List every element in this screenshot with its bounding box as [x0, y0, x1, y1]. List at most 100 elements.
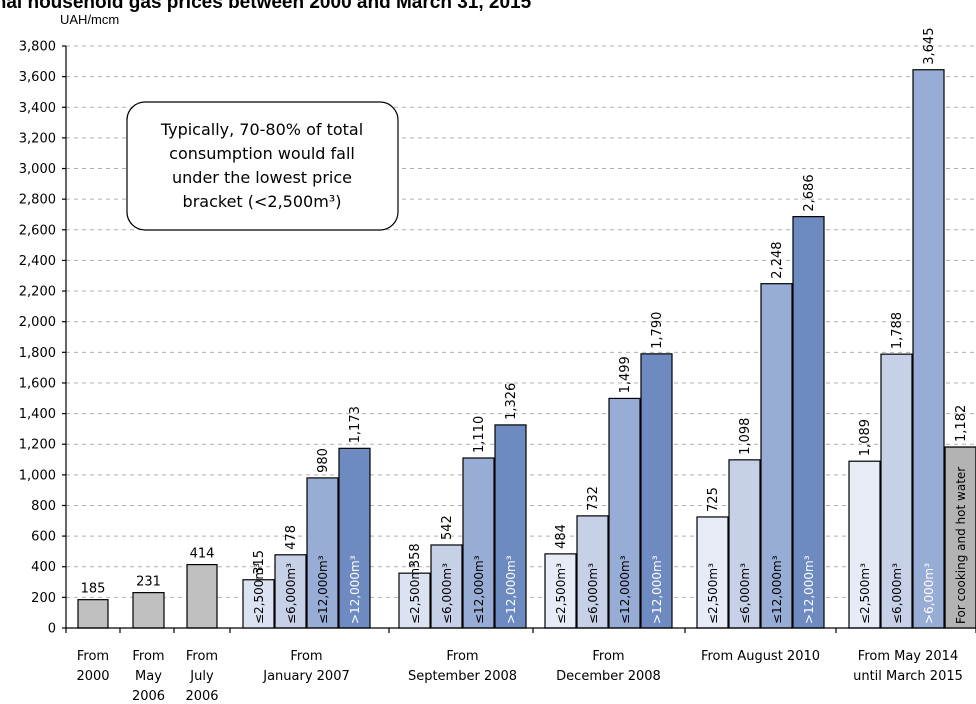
x-category-label: From August 2010: [701, 649, 820, 664]
inner-label-highlight: [244, 580, 273, 628]
bar-inner-label: For cooking and hot water: [954, 467, 968, 624]
bar: [848, 460, 881, 629]
bar: [494, 424, 527, 629]
bar-inner-label: ≤2,500m³: [554, 563, 568, 624]
bar: [306, 477, 339, 629]
inner-label-highlight: [946, 448, 975, 628]
bar-value-label: 2,686: [802, 174, 817, 211]
bar-inner-label: ≤6,000m³: [586, 563, 600, 624]
x-category-label: From: [592, 649, 624, 664]
bar-value-label: 1,182: [954, 405, 969, 442]
bar: [912, 69, 945, 629]
x-category-label: 2006: [185, 689, 218, 704]
y-tick-label: 0: [48, 622, 56, 637]
bar-value-label: 1,089: [858, 419, 873, 456]
x-category-label: From: [186, 649, 218, 664]
y-tick-label: 400: [31, 560, 56, 575]
bar-inner-label: >6,000m³: [922, 563, 936, 624]
bar-value-label: 1,110: [472, 416, 487, 453]
bar-value-label: 732: [586, 486, 601, 511]
y-tick-label: 1,800: [19, 346, 56, 361]
bar-value-label: 1,788: [890, 312, 905, 349]
x-category-label: January 2007: [262, 669, 350, 684]
bar: [274, 554, 307, 629]
annotation-box: Typically, 70-80% of total consumption w…: [126, 101, 399, 231]
bar-inner-label: ≤2,500m³: [706, 563, 720, 624]
y-axis-ticks: 0 200 400 600 800 1,000 1,200 1,400 1,600 1,800 2,…: [19, 40, 66, 637]
bar-inner-label: ≤6,000m³: [738, 563, 752, 624]
x-category-label: July: [189, 669, 214, 684]
bar-value-label: 231: [136, 575, 161, 590]
bar-value-label: 358: [408, 543, 423, 568]
annotation-line-2: consumption would fall: [169, 144, 355, 163]
bar-value-label: 3,645: [922, 28, 937, 65]
y-tick-label: 2,800: [19, 193, 56, 208]
bar-value-label: 478: [284, 525, 299, 550]
y-tick-label: 3,000: [19, 162, 56, 177]
bar: [576, 515, 609, 629]
bar-inner-label: >12,000m³: [802, 555, 816, 624]
bar: [544, 553, 577, 629]
x-category-label: From: [446, 649, 478, 664]
bar-inner-label: ≤12,000m³: [472, 555, 486, 624]
bar: [608, 397, 641, 629]
bar-inner-label: ≤2,500m³: [408, 563, 422, 624]
bar-inner-label: ≤6,000m³: [284, 563, 298, 624]
y-tick-label: 1,400: [19, 407, 56, 422]
bar-inner-label: ≤6,000m³: [440, 563, 454, 624]
y-tick-label: 1,200: [19, 438, 56, 453]
bar-value-label: 725: [706, 487, 721, 512]
x-axis-labels: From 2000 From May 2006 From July 2006 From Janua…: [65, 628, 976, 704]
inner-label-highlight: [400, 574, 429, 628]
x-category-label: From May 2014: [858, 649, 958, 664]
bar-inner-label: ≤12,000m³: [618, 555, 632, 624]
bar-inner-label: ≤2,500m³: [858, 563, 872, 624]
bar: [338, 447, 371, 629]
bar: [462, 457, 495, 629]
y-tick-label: 800: [31, 499, 56, 514]
x-category-label: September 2008: [408, 669, 517, 684]
annotation-frame: [126, 101, 399, 231]
x-category-label: From: [77, 649, 109, 664]
x-category-label: May: [135, 669, 162, 684]
bar-inner-label: ≤6,000m³: [890, 563, 904, 624]
bar-value-label: 315: [252, 550, 267, 575]
bar: [430, 544, 463, 629]
y-tick-label: 600: [31, 530, 56, 545]
y-tick-label: 3,400: [19, 101, 56, 116]
y-tick-label: 3,800: [19, 40, 56, 55]
bar: [640, 353, 673, 629]
bar-value-label: 185: [81, 582, 106, 597]
bar-inner-label: >12,000m³: [650, 555, 664, 624]
y-tick-label: 1,600: [19, 376, 56, 391]
chart-title: 4 Final household gas prices between 200…: [0, 0, 532, 13]
bar-value-label: 1,499: [618, 356, 633, 393]
bar-inner-label: >12,000m³: [504, 555, 518, 624]
bar-inner-label: >12,000m³: [348, 555, 362, 624]
x-category-label: From: [290, 649, 322, 664]
bar: [77, 599, 109, 629]
x-category-label: 2000: [76, 669, 109, 684]
bar-value-label: 1,098: [738, 418, 753, 455]
bar-value-label: 2,248: [770, 241, 785, 278]
y-tick-label: 200: [31, 591, 56, 606]
y-axis-unit: UAH/mcm: [60, 12, 119, 27]
bar-value-label: 414: [190, 547, 215, 562]
annotation-line-4: bracket (<2,500m³): [183, 192, 342, 211]
y-tick-label: 1,000: [19, 468, 56, 483]
axes: [65, 46, 976, 629]
x-category-label: December 2008: [556, 669, 661, 684]
y-tick-label: 2,600: [19, 223, 56, 238]
bar-value-label: 484: [554, 524, 569, 549]
x-category-label: From: [132, 649, 164, 664]
x-category-label: until March 2015: [853, 669, 963, 684]
bar-inner-label: ≤2,500m³: [252, 563, 266, 624]
y-tick-label: 2,000: [19, 315, 56, 330]
y-tick-label: 2,400: [19, 254, 56, 269]
bar: [132, 592, 165, 629]
y-tick-label: 3,200: [19, 131, 56, 146]
bar-value-label: 1,173: [348, 406, 363, 443]
annotation-line-1: Typically, 70-80% of total: [160, 120, 363, 139]
